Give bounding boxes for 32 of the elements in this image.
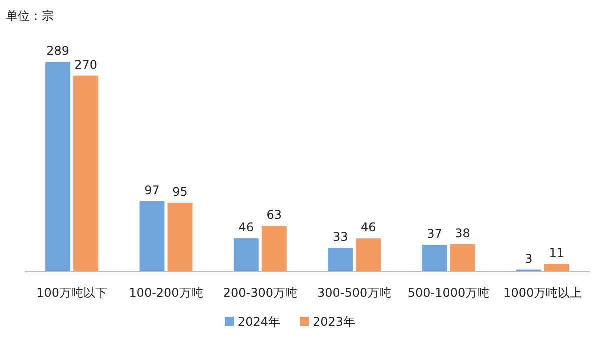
x-tick-label: 100-200万吨 bbox=[129, 286, 204, 300]
data-label: 95 bbox=[172, 184, 188, 199]
x-tick-label: 1000万吨以上 bbox=[504, 286, 582, 300]
data-label: 46 bbox=[238, 220, 254, 235]
bar bbox=[140, 202, 165, 272]
data-label: 37 bbox=[427, 227, 442, 242]
x-tick-label: 300-500万吨 bbox=[318, 286, 392, 300]
bar bbox=[450, 244, 476, 272]
bar bbox=[46, 62, 71, 272]
data-label: 11 bbox=[549, 246, 565, 260]
data-label: 46 bbox=[360, 220, 376, 235]
x-tick-label: 500-1000万吨 bbox=[408, 286, 490, 300]
x-tick-label: 200-300万吨 bbox=[223, 286, 298, 300]
data-label: 289 bbox=[46, 44, 70, 58]
bar bbox=[328, 248, 354, 272]
legend-label: 2023年 bbox=[313, 315, 356, 329]
legend-label: 2024年 bbox=[238, 315, 281, 329]
bar bbox=[262, 226, 287, 272]
bar bbox=[356, 238, 382, 272]
bar bbox=[544, 264, 570, 272]
text: 单位：宗 bbox=[6, 9, 54, 23]
data-label: 3 bbox=[525, 252, 533, 266]
bar bbox=[422, 245, 448, 272]
data-label: 38 bbox=[455, 226, 470, 240]
data-label: 33 bbox=[332, 230, 348, 244]
data-label: 270 bbox=[74, 58, 98, 72]
data-label: 63 bbox=[266, 208, 282, 222]
bar bbox=[74, 76, 99, 272]
data-label: 97 bbox=[144, 184, 160, 198]
x-tick-label: 100万吨以下 bbox=[36, 286, 108, 300]
bar bbox=[234, 238, 259, 272]
bar bbox=[168, 202, 193, 272]
